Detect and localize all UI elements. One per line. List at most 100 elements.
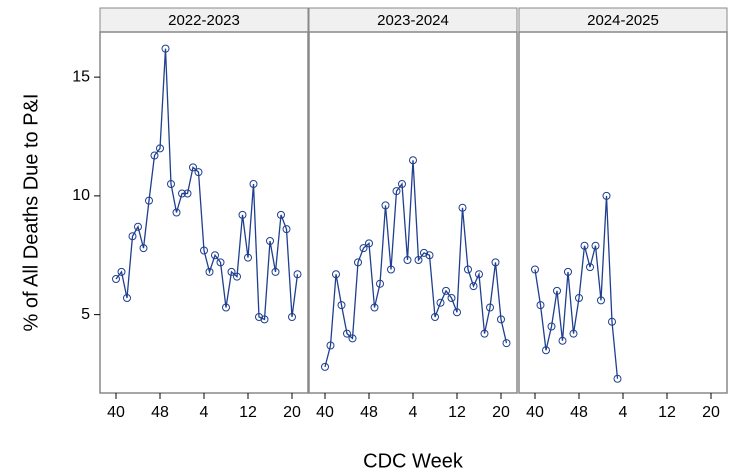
data-point [597,296,605,305]
y-tick-label: 5 [81,306,90,323]
strip [308,7,518,33]
data-point [244,253,252,262]
x-tick-label: 4 [200,404,209,421]
x-tick-label: 12 [448,404,466,421]
data-point [128,232,137,241]
x-tick-label: 12 [658,404,676,421]
data-point [387,265,395,274]
data-point [337,301,346,310]
data-point [183,189,192,198]
data-point [575,294,583,302]
data-point [326,341,335,350]
x-tick-label: 40 [316,404,334,421]
x-tick-label: 48 [570,404,588,421]
panel-title: 2022-2023 [168,12,240,29]
series-line [534,195,619,379]
data-point [608,317,616,326]
data-point [112,275,120,283]
data-point [238,210,247,219]
data-point [398,180,406,188]
data-point [409,156,417,165]
data-point [167,180,175,188]
strip [99,7,309,33]
data-point [348,334,357,343]
data-point [139,244,148,253]
panel-frame [99,31,309,394]
data-point [271,267,280,276]
data-point [553,286,561,295]
data-point [580,241,589,250]
data-point [458,203,467,212]
data-point [469,282,478,291]
data-point [343,329,351,338]
data-point [365,239,373,248]
data-point [178,189,186,198]
data-point [200,246,208,255]
data-point [453,308,461,317]
data-point [145,196,153,205]
data-point [464,265,472,274]
x-tick-label: 40 [526,404,544,421]
data-point [497,315,505,324]
data-point [442,286,450,295]
data-point [613,374,622,383]
data-point [381,201,390,210]
series-line [115,48,299,321]
data-point [227,267,236,276]
data-point [123,294,131,302]
data-point [486,303,494,312]
data-point [403,256,412,264]
data-point [392,187,401,196]
data-point [542,346,550,355]
data-point [172,208,181,217]
data-point [436,298,445,307]
data-point [282,225,291,234]
strip [518,7,728,33]
x-tick-label: 48 [360,404,378,421]
panel-title: 2023-2024 [377,12,449,29]
x-tick-label: 20 [283,404,301,421]
data-point [255,313,263,321]
x-axis-label: CDC Week [363,450,464,472]
data-point [414,256,423,264]
data-point [150,151,159,160]
panel-title: 2024-2025 [587,12,659,29]
data-point [266,237,274,245]
data-point [117,267,126,276]
y-tick-label: 15 [72,68,90,85]
data-point [288,313,296,321]
x-tick-label: 4 [409,404,418,421]
data-point [189,163,197,172]
data-point [502,339,511,348]
data-point [602,191,611,200]
data-point [332,270,340,279]
data-point [536,301,545,310]
data-point [370,303,379,312]
data-point [491,258,500,267]
data-point [376,279,384,288]
data-point [161,44,170,53]
data-point [277,210,285,219]
x-tick-label: 20 [492,404,510,421]
data-point [475,270,483,279]
panel-frame [308,31,518,394]
data-point [205,267,214,276]
data-point [233,272,241,281]
data-point [425,251,434,260]
series-line [324,160,508,368]
data-point [531,265,539,274]
data-point [222,303,230,312]
data-point [569,329,578,338]
x-tick-label: 4 [619,404,628,421]
data-point [211,251,219,260]
data-point [420,248,428,257]
y-axis-label: % of All Deaths Due to P&I [20,94,42,332]
data-point [480,329,489,338]
data-point [591,241,600,250]
data-point [293,270,302,279]
x-tick-label: 20 [702,404,720,421]
data-point [156,144,164,153]
y-tick-label: 10 [72,187,90,204]
data-point [547,322,556,331]
